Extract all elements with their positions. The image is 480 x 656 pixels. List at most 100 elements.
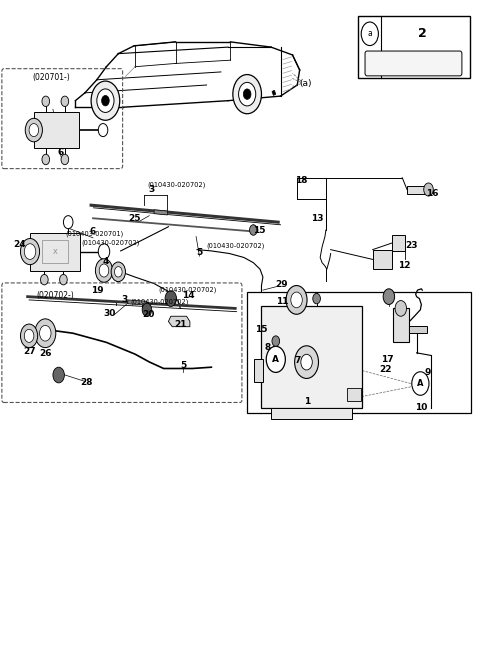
Text: 6: 6: [90, 228, 96, 236]
Circle shape: [412, 372, 429, 396]
Circle shape: [42, 96, 49, 106]
Text: 24: 24: [13, 240, 26, 249]
Circle shape: [96, 258, 113, 282]
Circle shape: [97, 89, 114, 112]
Circle shape: [21, 239, 39, 264]
Bar: [247, 292, 471, 413]
Circle shape: [98, 123, 108, 136]
Text: (020701-): (020701-): [33, 73, 70, 82]
Text: 27: 27: [23, 347, 36, 356]
Text: 30: 30: [103, 309, 115, 318]
Text: 3: 3: [121, 295, 128, 304]
Text: 5: 5: [196, 248, 203, 256]
Text: 22: 22: [379, 365, 391, 375]
Circle shape: [243, 89, 251, 99]
Text: (010430-020702): (010430-020702): [159, 287, 217, 293]
Polygon shape: [409, 326, 427, 333]
Text: (010430-020702): (010430-020702): [82, 240, 140, 247]
Text: (010430-020702): (010430-020702): [147, 181, 205, 188]
Circle shape: [115, 266, 122, 277]
Circle shape: [61, 96, 69, 106]
Circle shape: [63, 216, 73, 229]
Circle shape: [60, 274, 67, 285]
Circle shape: [39, 325, 51, 341]
Text: 1: 1: [304, 398, 310, 406]
Text: 15: 15: [255, 325, 267, 334]
Circle shape: [295, 346, 319, 379]
Circle shape: [266, 346, 285, 373]
Polygon shape: [271, 407, 352, 419]
Bar: [348, 388, 361, 401]
Circle shape: [291, 292, 302, 308]
Text: 14: 14: [182, 291, 195, 300]
Circle shape: [286, 285, 307, 314]
Text: 16: 16: [426, 189, 438, 198]
Text: 23: 23: [406, 241, 418, 250]
Polygon shape: [154, 210, 168, 215]
Text: 10: 10: [415, 403, 428, 411]
Text: 19: 19: [92, 285, 104, 295]
Circle shape: [395, 300, 407, 316]
Text: 15: 15: [253, 226, 265, 234]
Text: 28: 28: [80, 379, 93, 388]
Circle shape: [29, 123, 38, 136]
Circle shape: [361, 22, 378, 45]
Bar: [392, 235, 405, 251]
Text: 11: 11: [276, 297, 288, 306]
Circle shape: [301, 354, 312, 370]
Polygon shape: [393, 308, 409, 342]
Polygon shape: [407, 186, 426, 194]
Text: A: A: [272, 355, 279, 364]
Circle shape: [142, 303, 152, 316]
Polygon shape: [128, 300, 147, 305]
Text: (010430-020702): (010430-020702): [130, 298, 189, 305]
Text: (010430-020702): (010430-020702): [206, 243, 265, 249]
Circle shape: [165, 291, 177, 306]
Circle shape: [42, 154, 49, 165]
Circle shape: [313, 293, 321, 304]
Bar: [254, 359, 263, 382]
Text: 20: 20: [142, 310, 155, 319]
Text: 3: 3: [149, 185, 155, 194]
Circle shape: [53, 367, 64, 383]
Bar: [42, 241, 68, 262]
Polygon shape: [262, 306, 362, 407]
Text: 13: 13: [311, 215, 324, 224]
Text: 21: 21: [174, 319, 187, 329]
Text: 2: 2: [419, 28, 427, 40]
Polygon shape: [168, 316, 190, 327]
Polygon shape: [30, 233, 80, 270]
Circle shape: [102, 96, 109, 106]
Text: 6: 6: [58, 148, 64, 157]
Circle shape: [25, 118, 42, 142]
Circle shape: [21, 324, 37, 348]
Text: 25: 25: [128, 214, 140, 223]
Text: A: A: [417, 379, 424, 388]
Text: (a): (a): [300, 79, 312, 87]
Text: 5: 5: [180, 361, 187, 371]
Circle shape: [98, 244, 110, 259]
Circle shape: [272, 336, 280, 346]
Text: X: X: [52, 249, 57, 255]
Circle shape: [24, 244, 36, 259]
Text: 9: 9: [425, 368, 431, 377]
Text: 4: 4: [102, 257, 108, 266]
Circle shape: [35, 319, 56, 348]
Text: 29: 29: [276, 279, 288, 289]
Text: 17: 17: [381, 355, 393, 364]
Bar: [372, 250, 392, 269]
Text: 12: 12: [398, 261, 410, 270]
Circle shape: [383, 289, 395, 304]
Circle shape: [424, 183, 433, 196]
Circle shape: [40, 274, 48, 285]
Polygon shape: [272, 91, 276, 96]
Text: 8: 8: [264, 343, 271, 352]
Text: 7: 7: [294, 356, 300, 365]
Circle shape: [61, 154, 69, 165]
Text: 26: 26: [39, 349, 52, 358]
Text: (010403-020701): (010403-020701): [66, 230, 124, 237]
Circle shape: [111, 262, 125, 281]
FancyBboxPatch shape: [365, 51, 462, 76]
Circle shape: [233, 75, 262, 113]
Text: 18: 18: [295, 176, 307, 185]
